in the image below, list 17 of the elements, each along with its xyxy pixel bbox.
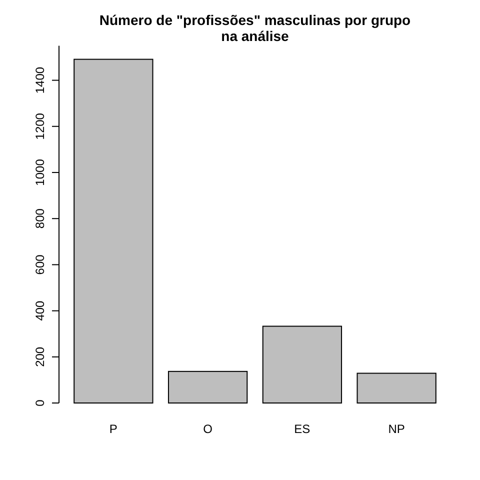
bar xyxy=(356,372,436,404)
y-tick-label: 1000 xyxy=(33,158,47,186)
bar xyxy=(74,58,154,404)
y-tick-label: 1200 xyxy=(33,112,47,140)
chart-title: Número de "profissões" masculinas por grupo na análise xyxy=(99,12,411,44)
x-tick-label: ES xyxy=(294,422,310,436)
x-tick-label: NP xyxy=(388,422,405,436)
y-tick-label: 800 xyxy=(33,208,47,229)
y-tick-label: 400 xyxy=(33,300,47,321)
bar xyxy=(168,370,248,404)
y-tick-label: 1400 xyxy=(33,66,47,94)
x-tick-label: P xyxy=(109,422,118,436)
y-tick-label: 600 xyxy=(33,254,47,275)
y-tick-label: 0 xyxy=(33,399,47,406)
bar xyxy=(262,326,342,404)
y-tick-label: 200 xyxy=(33,346,47,367)
x-tick-label: O xyxy=(203,422,212,436)
